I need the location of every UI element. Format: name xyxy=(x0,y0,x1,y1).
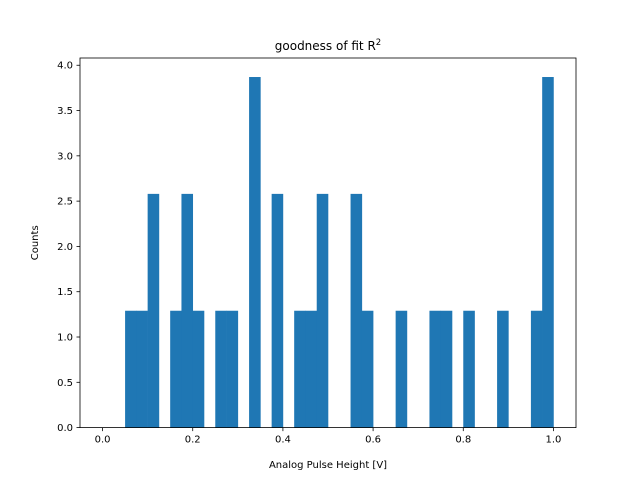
y-tick-label: 0.5 xyxy=(57,378,73,389)
y-tick-label: 2.5 xyxy=(57,197,73,208)
chart-title: goodness of fit R2 xyxy=(275,38,381,53)
histogram-bar xyxy=(215,310,227,428)
histogram-bar xyxy=(395,310,408,428)
y-tick-label: 4.0 xyxy=(57,61,73,72)
x-tick-label: 0.2 xyxy=(185,435,201,446)
histogram-bar xyxy=(350,193,363,428)
y-tick-label: 0.0 xyxy=(57,423,73,434)
histogram-bar xyxy=(542,77,554,428)
histogram-bar xyxy=(271,193,284,428)
bars-group xyxy=(125,77,554,428)
y-tick-label: 3.0 xyxy=(57,151,73,162)
histogram-bar xyxy=(497,310,509,428)
histogram-bar xyxy=(294,310,306,428)
histogram-bar xyxy=(429,310,442,428)
histogram-bar xyxy=(125,310,137,428)
histogram-bar xyxy=(305,310,318,428)
x-axis-label: Analog Pulse Height [V] xyxy=(269,460,387,471)
y-axis: 0.0 0.5 1.0 1.5 2.0 2.5 3.0 3.5 4.0 xyxy=(57,61,80,434)
x-tick-label: 0.4 xyxy=(275,435,291,446)
histogram-bar xyxy=(463,310,475,428)
histogram-bar xyxy=(147,193,160,428)
x-tick-label: 0.0 xyxy=(95,435,111,446)
histogram-bar xyxy=(136,310,148,428)
histogram-bar xyxy=(181,193,194,428)
histogram-bar xyxy=(316,193,329,428)
histogram-bar xyxy=(440,310,453,428)
y-axis-label: Counts xyxy=(30,225,41,260)
plot-frame xyxy=(79,57,577,429)
histogram-bar xyxy=(361,310,374,428)
histogram-bar xyxy=(192,310,205,428)
histogram-bar xyxy=(226,310,239,428)
histogram-bar xyxy=(530,310,543,428)
x-tick-label: 0.6 xyxy=(365,435,381,446)
x-tick-label: 0.8 xyxy=(455,435,471,446)
histogram-bar xyxy=(249,77,261,428)
x-tick-label: 1.0 xyxy=(546,435,562,446)
y-tick-label: 1.0 xyxy=(57,333,73,344)
x-axis: 0.0 0.2 0.4 0.6 0.8 1.0 xyxy=(95,427,562,446)
y-tick-label: 1.5 xyxy=(57,287,73,298)
y-tick-label: 3.5 xyxy=(57,106,73,117)
histogram-bar xyxy=(170,310,182,428)
y-tick-label: 2.0 xyxy=(57,242,73,253)
